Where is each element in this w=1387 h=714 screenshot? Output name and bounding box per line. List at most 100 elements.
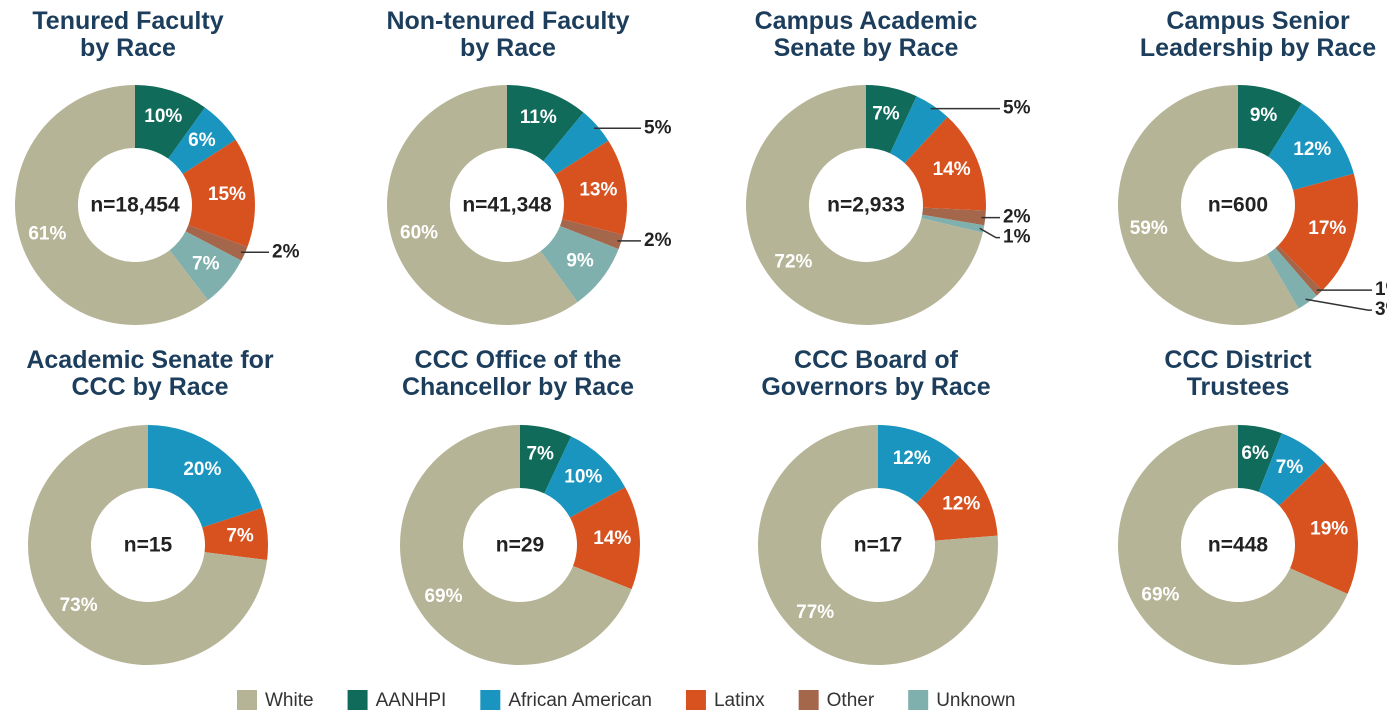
donut-slice <box>1275 245 1323 296</box>
donut-slice <box>202 507 268 561</box>
slice-label: 19% <box>1310 518 1348 539</box>
slice-label: 13% <box>579 180 617 201</box>
donut-slice <box>387 85 578 325</box>
slice-label: 69% <box>1141 584 1179 605</box>
donut-slice <box>916 456 998 541</box>
slice-label: 5% <box>644 117 672 138</box>
slice-label: 12% <box>942 494 980 515</box>
chart-title: CCC Board of Governors by Race <box>761 346 991 401</box>
donut-slice <box>1238 425 1282 492</box>
donut-slice <box>168 107 236 174</box>
center-label: n=600 <box>1208 194 1268 217</box>
chart-title: Tenured Faculty by Race <box>32 7 224 62</box>
slice-label: 6% <box>1241 443 1269 464</box>
donut-slice <box>185 224 248 261</box>
slice-label: 69% <box>424 586 462 607</box>
donut-slice <box>1266 248 1317 309</box>
donut-slice <box>182 139 255 248</box>
slice-label: 77% <box>796 602 834 623</box>
slice-label: 9% <box>566 251 594 272</box>
center-label: n=18,454 <box>90 194 180 217</box>
legend-swatch <box>685 690 706 710</box>
slice-label: 1% <box>1375 279 1387 300</box>
slice-label: 1% <box>1003 227 1031 248</box>
donut-slice <box>28 425 268 665</box>
donut-slice <box>890 96 948 164</box>
slice-label: 7% <box>192 254 220 275</box>
slice-label: 10% <box>564 467 602 488</box>
slice-label: 2% <box>1003 207 1031 228</box>
chart-title: Campus Senior Leadership by Race <box>1139 7 1377 62</box>
slice-label: 7% <box>872 104 900 125</box>
donut-slice <box>169 231 242 301</box>
slice-label: 11% <box>520 107 557 128</box>
slice-label: 3% <box>1375 299 1387 320</box>
donut-slice <box>520 425 572 494</box>
donut-slice <box>135 85 205 159</box>
slice-label: 72% <box>774 251 812 272</box>
donut-slice <box>543 112 609 175</box>
leader-line <box>1305 298 1372 311</box>
slice-label: 7% <box>226 525 254 546</box>
slice-label: 12% <box>893 448 931 469</box>
legend-swatch <box>480 690 501 710</box>
donut-slice <box>1118 424 1348 665</box>
chart-title: Non-tenured Faculty by Race <box>386 7 630 62</box>
slice-label: 14% <box>933 159 971 180</box>
donut-slice <box>400 425 632 666</box>
slice-label: 61% <box>28 224 66 245</box>
legend-label: African American <box>508 690 652 711</box>
legend-label: Latinx <box>714 690 765 711</box>
donut-slice <box>1268 103 1354 191</box>
donut-slice <box>507 85 584 162</box>
donut-slice <box>1258 433 1325 506</box>
center-label: n=15 <box>124 534 173 557</box>
legend-swatch <box>347 690 368 710</box>
donut-slice <box>1238 85 1302 157</box>
slice-label: 59% <box>1130 218 1168 239</box>
donut-slice <box>866 85 917 154</box>
donut-slice <box>1277 173 1358 291</box>
slice-label: 2% <box>644 230 672 251</box>
legend-label: Other <box>827 690 875 711</box>
slice-label: 15% <box>208 184 246 205</box>
donut-slice <box>1279 462 1359 594</box>
slice-label: 2% <box>272 241 300 262</box>
slice-label: 9% <box>1250 105 1278 126</box>
legend-label: AANHPI <box>376 690 447 711</box>
slice-label: 73% <box>60 595 98 616</box>
donut-slice <box>569 487 641 590</box>
slice-label: 7% <box>1276 457 1304 478</box>
chart-title: CCC District Trustees <box>1164 346 1312 401</box>
legend-swatch <box>908 690 929 710</box>
donut-slice <box>921 214 985 233</box>
legend-label: Unknown <box>936 690 1015 711</box>
donut-slice <box>922 207 986 226</box>
center-label: n=17 <box>854 534 902 557</box>
donut-slice <box>15 85 208 325</box>
donut-slice <box>544 436 626 518</box>
donut-slice <box>1118 85 1299 325</box>
slice-label: 60% <box>400 223 438 244</box>
center-label: n=448 <box>1208 534 1268 557</box>
legend-label: White <box>265 690 314 711</box>
donut-slice <box>148 425 263 528</box>
donut-slice <box>904 116 986 211</box>
chart-title: CCC Office of the Chancellor by Race <box>401 346 635 401</box>
legend-swatch <box>237 690 257 710</box>
donut-slice <box>555 140 627 235</box>
center-label: n=29 <box>496 534 544 557</box>
legend-swatch <box>798 690 819 710</box>
donut-slice <box>758 425 999 666</box>
donut-slice <box>540 225 619 303</box>
center-label: n=41,348 <box>462 194 552 217</box>
donut-slice <box>559 219 624 250</box>
slice-label: 20% <box>183 459 221 480</box>
slice-label: 7% <box>526 444 554 465</box>
chart-title: Academic Senate for CCC by Race <box>26 346 274 401</box>
chart-title: Campus Academic Senate by Race <box>754 7 978 62</box>
slice-label: 10% <box>144 106 182 127</box>
donut-slice <box>878 425 960 504</box>
